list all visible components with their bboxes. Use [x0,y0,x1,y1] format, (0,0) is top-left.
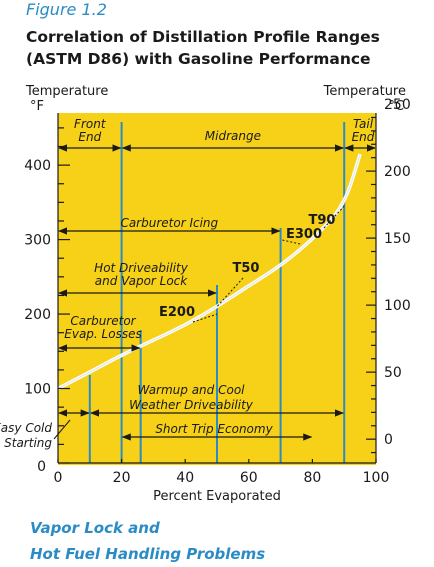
range-label-5-line1: Carburetor [70,314,136,328]
range-label-7-line2: Starting [4,436,52,450]
range-label-7-line1: Easy Cold [0,421,52,435]
y-tick-label-c-250: 250 [384,97,411,113]
x-tick-label-100: 100 [363,470,390,486]
figure-caption-line1: Vapor Lock and [30,519,160,537]
chart-title-line1: Correlation of Distillation Profile Rang… [26,28,380,46]
range-label-4-line2: and Vapor Lock [95,274,189,288]
y-tick-label-f-100: 100 [24,382,51,398]
point-leader-t90 [323,205,345,229]
range-label-8: Short Trip Economy [155,422,273,436]
x-tick-label-60: 60 [240,470,258,486]
figure-caption-line2: Hot Fuel Handling Problems [30,545,266,563]
y-axis-right-unit: °C [388,99,404,114]
x-axis-title: Percent Evaporated [153,489,281,504]
range-label-0-line1: Front [74,117,107,131]
distillation-curve-highlight [57,153,361,389]
range-label-5-line2: Evap. Losses [64,327,141,341]
y-tick-label-f-400: 400 [24,158,51,174]
y-tick-label-c-50: 50 [384,365,402,381]
figure-caption: Vapor Lock and Hot Fuel Handling Problem… [30,515,265,567]
range-label-2-line2: End [352,130,375,144]
range-label-0-line2: End [78,130,101,144]
y-tick-label-c-150: 150 [384,231,411,247]
y-tick-label-c-200: 200 [384,164,411,180]
figure-label: Figure 1.2 [26,0,107,19]
x-tick-label-40: 40 [176,470,194,486]
y-tick-label-c-100: 100 [384,298,411,314]
point-label-e200: E200 [159,305,195,320]
range-label-2-line1: Tail [353,117,374,131]
range-label-4-line1: Hot Driveability [94,261,189,275]
range-leader-7 [53,419,71,440]
x-tick-label-0: 0 [54,470,63,486]
range-label-6-line2: Weather Driveability [129,398,254,412]
y-tick-label-f-200: 200 [24,307,51,323]
y-axis-left-unit: °F [30,99,44,114]
y-axis-right-title: Temperature [323,84,406,99]
y-tick-label-f-0: 0 [37,459,46,475]
x-tick-label-80: 80 [303,470,321,486]
point-leader-t50 [216,277,244,307]
point-leader-e300 [280,239,301,245]
point-label-t90: T90 [309,213,336,228]
point-label-t50: T50 [233,261,260,276]
y-axis-left-title: Temperature [25,84,108,99]
range-label-3: Carburetor Icing [120,216,218,230]
point-leader-e200 [192,313,218,323]
range-label-1: Midrange [205,129,261,143]
chart-title-line2: (ASTM D86) with Gasoline Performance [26,50,371,68]
y-tick-label-c-0: 0 [384,432,393,448]
range-label-6-line1: Warmup and Cool [137,383,245,397]
point-label-e300: E300 [286,227,322,242]
chart-title: Correlation of Distillation Profile Rang… [26,26,380,70]
x-tick-label-20: 20 [113,470,131,486]
y-tick-label-f-300: 300 [24,233,51,249]
